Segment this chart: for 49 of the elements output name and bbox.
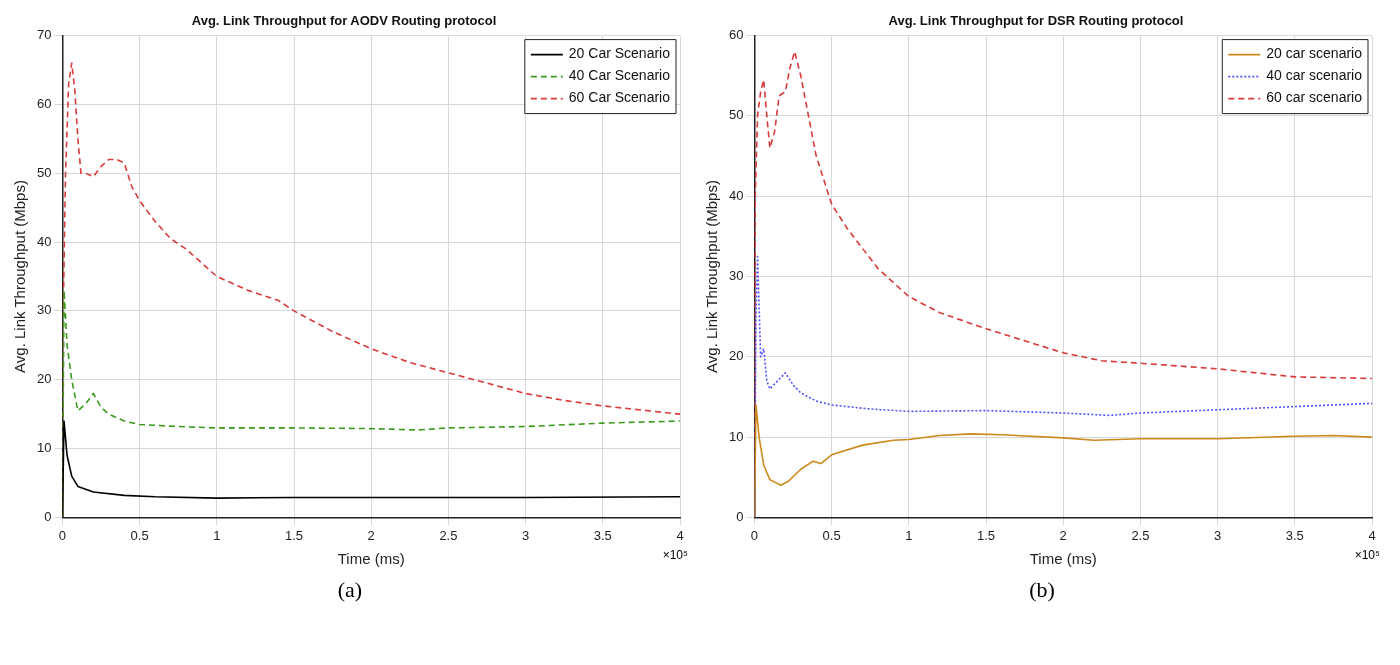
x-axis-title: Time (ms) (337, 550, 405, 568)
x-tick-label: 3.5 (1285, 527, 1304, 543)
x-tick-label: 2 (367, 527, 375, 543)
y-tick-label: 40 (728, 187, 744, 203)
x-tick-label: 1.5 (977, 527, 996, 543)
legend-label: 20 car scenario (1266, 45, 1363, 62)
x-tick-label: 2.5 (1131, 527, 1150, 543)
x-tick-label: 4 (1368, 527, 1376, 543)
y-tick-label: 10 (728, 428, 744, 444)
y-tick-label: 70 (36, 27, 52, 43)
y-tick-label: 60 (728, 27, 744, 43)
text: (a) (336, 577, 364, 603)
chart-title: Avg. Link Throughput for AODV Routing protocol (191, 13, 497, 29)
y-tick-label: 20 (728, 348, 744, 364)
text: (b) (1028, 577, 1056, 603)
x-axis-title: Time (ms) (1029, 550, 1097, 568)
x-tick-label: 3 (522, 527, 530, 543)
x-tick-label: 2 (1059, 527, 1067, 543)
x-tick-label: 1.5 (285, 527, 304, 543)
x-tick-label: 3.5 (593, 527, 612, 543)
text: ×10⁵ (662, 548, 688, 562)
legend-label: 60 Car Scenario (568, 89, 671, 106)
y-tick-label: 0 (736, 508, 744, 524)
x-tick-label: 2.5 (439, 527, 458, 543)
y-tick-label: 30 (36, 302, 52, 318)
x-tick-label: 0 (750, 527, 759, 543)
y-tick-label: 50 (36, 164, 52, 180)
text: ×10⁵ (1354, 548, 1380, 562)
y-tick-label: 50 (728, 107, 744, 123)
y-tick-label: 10 (36, 440, 52, 456)
y-tick-label: 30 (728, 268, 744, 284)
legend-label: 40 Car Scenario (568, 67, 671, 84)
y-tick-label: 20 (36, 371, 52, 387)
x-tick-label: 3 (1214, 527, 1222, 543)
y-tick-label: 40 (36, 233, 52, 249)
x-tick-label: 1 (213, 527, 221, 543)
legend-label: 20 Car Scenario (568, 45, 671, 62)
legend-label: 60 car scenario (1266, 89, 1363, 106)
chart-title: Avg. Link Throughput for DSR Routing protocol (888, 13, 1184, 29)
y-axis-title: Avg. Link Throughput (Mbps) (11, 180, 29, 373)
y-tick-label: 60 (36, 96, 52, 112)
y-axis-title: Avg. Link Throughput (Mbps) (703, 180, 721, 373)
legend-label: 40 car scenario (1266, 67, 1363, 84)
x-tick-label: 0.5 (130, 527, 149, 543)
x-tick-label: 1 (905, 527, 913, 543)
x-tick-label: 0 (58, 527, 67, 543)
x-tick-label: 0.5 (822, 527, 841, 543)
y-tick-label: 0 (44, 508, 52, 524)
x-tick-label: 4 (676, 527, 684, 543)
